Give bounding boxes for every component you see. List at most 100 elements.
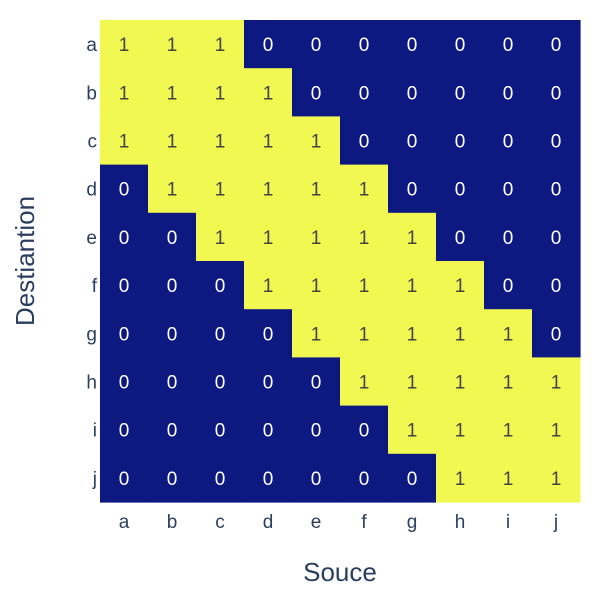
heatmap-cell-h-d (244, 357, 293, 407)
heatmap-cell-value-h-c: 0 (215, 373, 226, 394)
heatmap-cell-value-i-a: 0 (119, 421, 130, 442)
heatmap-cell-a-c (196, 20, 245, 69)
heatmap-cell-value-d-f: 1 (359, 180, 370, 201)
heatmap-cell-value-f-h: 1 (455, 276, 466, 297)
heatmap-cell-a-d (244, 20, 293, 69)
heatmap-cell-value-c-i: 0 (503, 132, 514, 153)
y-tick-label-j: j (92, 469, 97, 490)
heatmap-cell-value-a-c: 1 (215, 35, 226, 56)
heatmap-cell-g-f (340, 309, 389, 358)
heatmap-cell-value-e-f: 1 (359, 228, 370, 249)
heatmap-cell-value-g-a: 0 (119, 324, 130, 345)
heatmap-cell-value-d-a: 0 (119, 180, 130, 201)
heatmap-cell-f-f (340, 261, 389, 310)
x-tick-label-g: g (407, 512, 418, 533)
heatmap-cell-c-c (196, 116, 245, 166)
heatmap-cell-value-b-a: 1 (119, 83, 130, 104)
heatmap-cell-h-f (340, 357, 389, 407)
x-tick-label-c: c (215, 512, 225, 533)
heatmap-cell-a-e (292, 20, 341, 69)
heatmap-cell-f-c (196, 261, 245, 310)
heatmap-cell-j-i (484, 453, 533, 503)
y-tick-label-c: c (88, 132, 98, 153)
heatmap-cell-value-b-d: 1 (263, 83, 274, 104)
heatmap-cell-value-j-d: 0 (263, 469, 274, 490)
heatmap-cell-b-j (532, 68, 581, 117)
heatmap-cell-f-j (532, 261, 581, 310)
x-tick-label-f: f (361, 512, 367, 533)
heatmap-cell-value-f-e: 1 (311, 276, 322, 297)
heatmap-cell-c-a (100, 116, 149, 166)
heatmap-cell-h-e (292, 357, 341, 407)
heatmap-cell-value-f-i: 0 (503, 276, 514, 297)
heatmap-cell-value-a-j: 0 (551, 35, 562, 56)
heatmap-cell-e-j (532, 212, 581, 262)
heatmap-cell-f-g (388, 261, 437, 310)
heatmap-cell-value-h-j: 1 (551, 373, 562, 394)
heatmap-cell-b-b (148, 68, 197, 117)
heatmap-cell-value-b-e: 0 (311, 83, 322, 104)
heatmap-cell-value-d-i: 0 (503, 180, 514, 201)
heatmap-cell-value-a-a: 1 (119, 35, 130, 56)
heatmap-cell-d-g (388, 164, 437, 214)
heatmap-cell-e-e (292, 212, 341, 262)
heatmap-cell-j-h (436, 453, 485, 503)
x-tick-label-i: i (506, 512, 510, 533)
heatmap-cell-value-c-j: 0 (551, 132, 562, 153)
y-axis-title: Destiantion (10, 196, 40, 326)
heatmap-cell-d-f (340, 164, 389, 214)
heatmap-cell-value-a-i: 0 (503, 35, 514, 56)
heatmap-cell-f-d (244, 261, 293, 310)
heatmap-cell-c-d (244, 116, 293, 166)
x-tick-label-e: e (311, 512, 322, 533)
heatmap-cell-g-g (388, 309, 437, 358)
heatmap-cell-a-g (388, 20, 437, 69)
heatmap-cell-d-e (292, 164, 341, 214)
heatmap-cell-h-j (532, 357, 581, 407)
heatmap-cell-g-c (196, 309, 245, 358)
heatmap-cell-d-d (244, 164, 293, 214)
heatmap-cell-value-d-g: 0 (407, 180, 418, 201)
heatmap-cell-j-c (196, 453, 245, 503)
heatmap-cell-value-j-e: 0 (311, 469, 322, 490)
heatmap-cell-value-i-c: 0 (215, 421, 226, 442)
heatmap-cell-value-b-g: 0 (407, 83, 418, 104)
heatmap-cell-value-h-h: 1 (455, 373, 466, 394)
heatmap-cell-value-f-b: 0 (167, 276, 178, 297)
heatmap-cell-j-e (292, 453, 341, 503)
heatmap-cell-b-d (244, 68, 293, 117)
heatmap-cell-i-j (532, 405, 581, 455)
y-tick-label-e: e (86, 228, 97, 249)
heatmap-cell-value-g-c: 0 (215, 324, 226, 345)
x-tick-label-h: h (455, 512, 466, 533)
heatmap-cell-i-a (100, 405, 149, 455)
heatmap-cells (100, 20, 581, 503)
heatmap-cell-value-f-c: 0 (215, 276, 226, 297)
heatmap-cell-value-c-g: 0 (407, 132, 418, 153)
heatmap-cell-value-j-b: 0 (167, 469, 178, 490)
heatmap-cell-value-h-d: 0 (263, 373, 274, 394)
heatmap-cell-value-b-j: 0 (551, 83, 562, 104)
y-axis-ticks: a b c d e f g h i j (86, 35, 97, 490)
heatmap-cell-e-f (340, 212, 389, 262)
heatmap-cell-c-h (436, 116, 485, 166)
y-tick-label-f: f (92, 276, 98, 297)
heatmap-cell-h-a (100, 357, 149, 407)
heatmap-cell-value-d-b: 1 (167, 180, 178, 201)
x-axis-title: Souce (303, 557, 377, 587)
heatmap-cell-g-b (148, 309, 197, 358)
heatmap-cell-j-f (340, 453, 389, 503)
heatmap-cell-value-a-g: 0 (407, 35, 418, 56)
heatmap-cell-h-g (388, 357, 437, 407)
heatmap-cell-j-g (388, 453, 437, 503)
heatmap-cell-c-j (532, 116, 581, 166)
heatmap-cell-value-d-e: 1 (311, 180, 322, 201)
heatmap-cell-value-j-h: 1 (455, 469, 466, 490)
heatmap-cell-d-i (484, 164, 533, 214)
heatmap-cell-value-e-d: 1 (263, 228, 274, 249)
heatmap-cell-value-g-g: 1 (407, 324, 418, 345)
heatmap-cell-value-c-d: 1 (263, 132, 274, 153)
heatmap-cell-value-a-f: 0 (359, 35, 370, 56)
heatmap-cell-e-c (196, 212, 245, 262)
heatmap-cell-g-j (532, 309, 581, 358)
